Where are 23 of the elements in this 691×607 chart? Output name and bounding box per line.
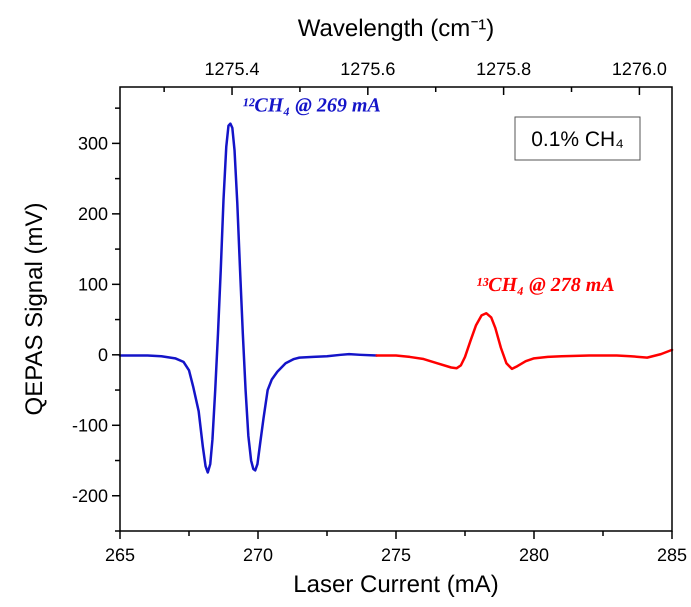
y-tick-label: 200 xyxy=(78,204,108,224)
x2-tick-label: 1275.6 xyxy=(340,59,396,79)
y-tick-label: -100 xyxy=(72,416,108,436)
line-series xyxy=(375,312,674,370)
annotation: ¹²CH₄ @ 269 mA xyxy=(242,94,381,117)
y-axis-title: QEPAS Signal (mV) xyxy=(21,202,48,416)
x2-tick-label: 1276.0 xyxy=(612,59,667,79)
x2-axis-title: Wavelength (cm⁻¹) xyxy=(298,15,494,42)
y-tick-label: 0 xyxy=(98,345,108,366)
x-tick-label: 285 xyxy=(656,545,688,565)
y-tick-label: 100 xyxy=(78,274,108,295)
x-axis-title: Laser Current (mA) xyxy=(293,571,499,598)
x-tick-label: 265 xyxy=(104,545,136,565)
x-tick-label: 270 xyxy=(242,545,274,565)
x2-tick-label: 1275.8 xyxy=(476,59,532,79)
x2-tick-label: 1275.4 xyxy=(204,59,260,79)
x-tick-label: 275 xyxy=(380,545,412,565)
line-series xyxy=(118,122,378,474)
y-tick-label: 300 xyxy=(78,134,108,154)
annotation: 0.1% CH₄ xyxy=(531,128,624,151)
x-tick-label: 280 xyxy=(518,545,550,565)
annotation: ¹³CH₄ @ 278 mA xyxy=(476,274,615,296)
y-tick-label: -200 xyxy=(72,486,108,506)
